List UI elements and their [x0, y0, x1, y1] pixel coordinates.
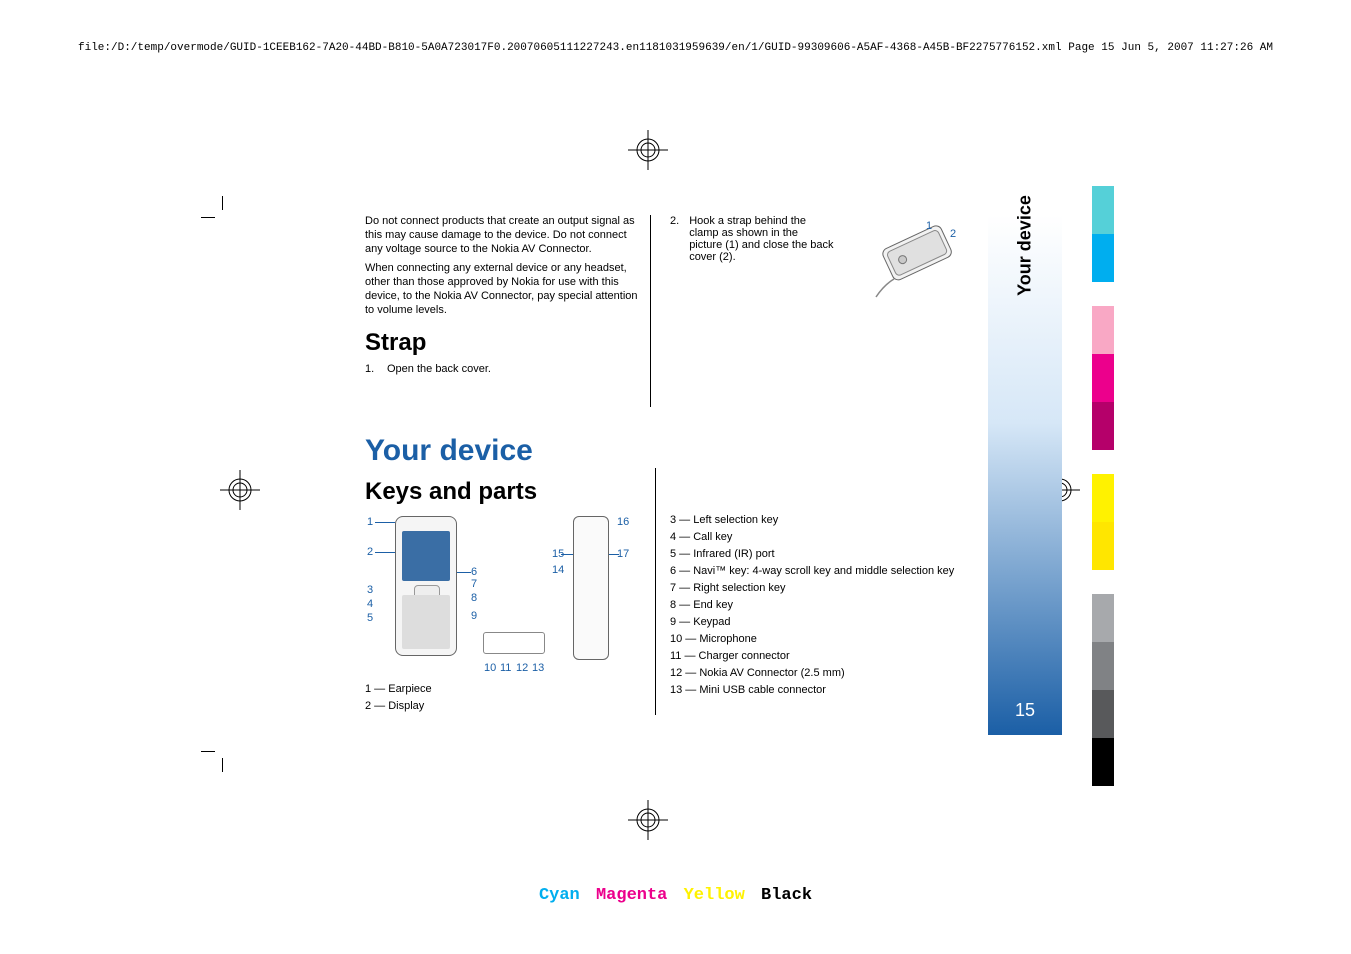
- leader-line: [561, 554, 573, 555]
- color-swatch: [1092, 354, 1114, 402]
- lower-left-column: Keys and parts 1 2 3 4 5 6 7 8 9: [365, 468, 655, 715]
- diagram-callout: 12: [516, 662, 528, 674]
- diagram-callout: 13: [532, 662, 544, 674]
- list-text: Open the back cover.: [387, 363, 491, 375]
- right-column: 2. Hook a strap behind the clamp as show…: [670, 215, 968, 263]
- diagram-callout: 8: [471, 592, 477, 604]
- phone-keypad: [402, 595, 450, 649]
- color-swatch: [1092, 234, 1114, 282]
- color-label-cyan: Cyan: [539, 886, 580, 905]
- key-item: 9 — Keypad: [670, 614, 955, 631]
- leader-line: [375, 552, 395, 553]
- color-swatch: [1092, 306, 1114, 354]
- list-item: 2. Hook a strap behind the clamp as show…: [670, 215, 834, 263]
- heading-keys-parts: Keys and parts: [365, 478, 643, 506]
- registration-mark: [220, 470, 260, 510]
- color-swatch: [1092, 594, 1114, 642]
- leader-line: [457, 572, 471, 573]
- diagram-callout: 11: [500, 662, 511, 674]
- column-divider: [650, 215, 651, 407]
- diagram-callout: 10: [484, 662, 496, 674]
- lower-right-column: 3 — Left selection key 4 — Call key 5 — …: [655, 468, 955, 715]
- list-number: 1.: [365, 363, 377, 375]
- color-swatch: [1092, 642, 1114, 690]
- phone-diagram: 1 2 3 4 5 6 7 8 9 10 11 12 13 14 15 16 1…: [365, 512, 629, 677]
- diagram-callout: 16: [617, 516, 629, 528]
- color-swatch: [1092, 690, 1114, 738]
- warning-text: Do not connect products that create an o…: [365, 215, 643, 256]
- print-timestamp: Jun 5, 2007 11:27:26 AM: [1121, 42, 1273, 54]
- key-item: 12 — Nokia AV Connector (2.5 mm): [670, 665, 955, 682]
- leader-line: [609, 554, 619, 555]
- diagram-callout: 4: [367, 598, 373, 610]
- print-file-header: file:/D:/temp/overmode/GUID-1CEEB162-7A2…: [78, 42, 1273, 54]
- key-item: 4 — Call key: [670, 529, 955, 546]
- diagram-callout: 2: [367, 546, 373, 558]
- strap-illustration: 1 2: [864, 215, 968, 305]
- left-column: Do not connect products that create an o…: [365, 215, 643, 375]
- diagram-callout: 1: [367, 516, 373, 528]
- warning-text: When connecting any external device or a…: [365, 262, 643, 317]
- keys-list-left: 1 — Earpiece 2 — Display: [365, 681, 643, 715]
- color-swatch: [1092, 186, 1114, 234]
- key-item: 8 — End key: [670, 597, 955, 614]
- color-label-yellow: Yellow: [684, 886, 745, 905]
- registration-mark: [628, 130, 668, 170]
- key-item: 11 — Charger connector: [670, 648, 955, 665]
- key-item: 5 — Infrared (IR) port: [670, 546, 955, 563]
- lower-section: Your device Keys and parts 1 2 3 4 5 6: [365, 428, 969, 715]
- diagram-callout: 7: [471, 578, 477, 590]
- file-path: file:/D:/temp/overmode/GUID-1CEEB162-7A2…: [78, 42, 1062, 54]
- heading-your-device: Your device: [365, 434, 969, 468]
- color-calibration-strip: [1092, 186, 1114, 786]
- page-number: 15: [988, 700, 1062, 721]
- fig-label: 2: [950, 228, 956, 240]
- key-item: 1 — Earpiece: [365, 681, 643, 698]
- phone-connector-view: [483, 632, 545, 654]
- keys-list-right: 3 — Left selection key 4 — Call key 5 — …: [670, 512, 955, 700]
- key-item: 6 — Navi™ key: 4-way scroll key and midd…: [670, 563, 955, 580]
- heading-strap: Strap: [365, 329, 643, 357]
- diagram-callout: 9: [471, 610, 477, 622]
- key-item: 7 — Right selection key: [670, 580, 955, 597]
- registration-mark: [628, 800, 668, 840]
- diagram-callout: 3: [367, 584, 373, 596]
- color-swatch: [1092, 738, 1114, 786]
- fig-label: 1: [926, 220, 932, 232]
- color-swatch: [1092, 402, 1114, 450]
- diagram-callout: 6: [471, 566, 477, 578]
- color-label-magenta: Magenta: [596, 886, 667, 905]
- key-item: 10 — Microphone: [670, 631, 955, 648]
- leader-line: [375, 522, 395, 523]
- crop-mark: [215, 210, 229, 224]
- list-number: 2.: [670, 215, 679, 263]
- phone-side-view: [573, 516, 609, 660]
- side-tab-label: Your device: [1015, 195, 1036, 296]
- key-item: 3 — Left selection key: [670, 512, 955, 529]
- crop-mark: [215, 744, 229, 758]
- diagram-callout: 14: [552, 564, 564, 576]
- side-tab: Your device 15: [988, 215, 1062, 735]
- color-swatch: [1092, 474, 1114, 522]
- list-text: Hook a strap behind the clamp as shown i…: [689, 215, 834, 263]
- color-swatch: [1092, 522, 1114, 570]
- phone-screen: [402, 531, 450, 581]
- phone-front-view: [395, 516, 457, 656]
- diagram-callout: 5: [367, 612, 373, 624]
- page-label: Page 15: [1068, 42, 1114, 54]
- color-label-black: Black: [761, 886, 812, 905]
- key-item: 13 — Mini USB cable connector: [670, 682, 955, 699]
- cmyk-footer: Cyan Magenta Yellow Black: [0, 886, 1351, 905]
- key-item: 2 — Display: [365, 698, 643, 715]
- list-item: 1. Open the back cover.: [365, 363, 643, 375]
